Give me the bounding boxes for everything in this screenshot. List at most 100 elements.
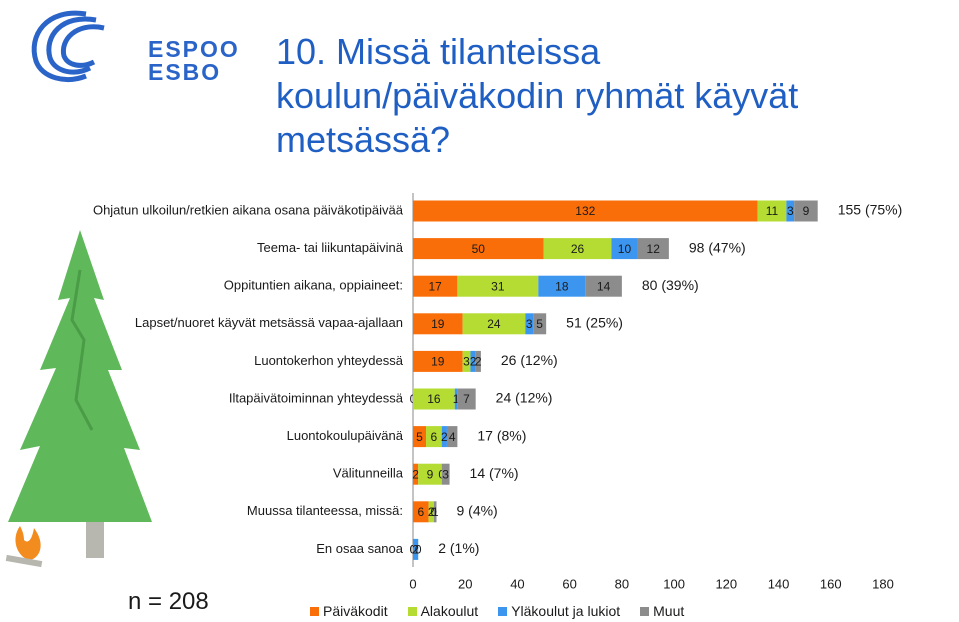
x-tick-label: 160	[820, 576, 842, 591]
legend-item-ylakoulut: Yläkoulut ja lukiot	[498, 603, 620, 619]
bar-segment	[454, 388, 458, 410]
data-label: 10	[618, 242, 632, 256]
espoo-logo: ESPOO ESBO	[26, 6, 238, 86]
category-label: Oppituntien aikana, oppiaineet:	[224, 278, 403, 293]
logo-text-espoo: ESPOO	[148, 36, 240, 62]
data-label: 2	[475, 355, 482, 369]
data-label: 9	[427, 467, 434, 481]
x-tick-label: 20	[458, 576, 472, 591]
data-label: 12	[647, 242, 661, 256]
bar-segment	[413, 200, 758, 222]
data-label: 17	[429, 279, 443, 293]
x-tick-label: 0	[409, 576, 416, 591]
category-label: Teema- tai liikuntapäivinä	[257, 240, 404, 255]
category-label: Muussa tilanteessa, missä:	[247, 503, 403, 518]
category-label: Lapset/nuoret käyvät metsässä vapaa-ajal…	[135, 315, 403, 330]
sample-size-label: n = 208	[128, 588, 209, 615]
x-tick-label: 80	[615, 576, 629, 591]
espoo-logo-swirl-icon	[31, 10, 105, 82]
bar-segment	[794, 200, 818, 222]
total-label: 26 (12%)	[501, 352, 558, 368]
data-label: 2	[412, 467, 419, 481]
category-label: Luontokoulupäivänä	[287, 428, 404, 443]
bar-segment	[538, 275, 586, 297]
bar-segment	[462, 350, 471, 372]
category-label: En osaa sanoa	[316, 541, 404, 556]
bar-segment	[413, 275, 458, 297]
bar-segment	[413, 426, 427, 448]
data-label: 2	[412, 543, 419, 557]
x-tick-label: 120	[715, 576, 737, 591]
category-label: Välitunneilla	[333, 466, 404, 481]
data-label: 3	[526, 317, 533, 331]
bar-segment	[446, 426, 458, 448]
bar-segment	[426, 426, 442, 448]
data-label: 2	[441, 430, 448, 444]
data-label: 19	[431, 317, 445, 331]
legend-swatch	[640, 606, 650, 616]
bar-segment	[413, 388, 455, 410]
bar-segment	[413, 313, 463, 335]
data-label: 3	[442, 467, 449, 481]
bar-segment	[757, 200, 787, 222]
data-label: 11	[766, 204, 779, 218]
data-label: 0	[415, 543, 422, 557]
bar-segment	[457, 275, 539, 297]
bar-segment	[413, 501, 429, 523]
legend-item-muut: Muut	[640, 603, 684, 619]
data-label: 31	[491, 279, 505, 293]
legend-swatch	[407, 606, 417, 616]
data-label: 7	[463, 392, 470, 406]
total-label: 17 (8%)	[477, 427, 526, 443]
data-label: 19	[431, 355, 445, 369]
total-label: 9 (4%)	[456, 503, 497, 519]
x-tick-label: 60	[562, 576, 576, 591]
legend-swatch	[310, 606, 319, 616]
title-line-3: metsässä?	[276, 119, 451, 160]
bar-segment	[786, 200, 795, 222]
total-label: 2 (1%)	[438, 540, 479, 556]
page-title: 10. Missä tilanteissa koulun/päiväkodin …	[276, 30, 916, 162]
bar-segment	[611, 238, 638, 260]
bar-segment	[470, 350, 476, 372]
data-label: 2	[470, 355, 477, 369]
total-label: 80 (39%)	[642, 277, 699, 293]
bar-segment	[413, 350, 463, 372]
logo-text-esbo: ESBO	[148, 59, 222, 85]
chart-legend: Päiväkodit Alakoulut Yläkoulut ja lukiot…	[310, 603, 684, 619]
bar-segment	[413, 238, 544, 260]
data-label: 5	[536, 317, 543, 331]
bar-segment	[475, 350, 481, 372]
bar-segment	[543, 238, 612, 260]
data-label: 6	[417, 505, 424, 519]
legend-item-alakoulut: Alakoulut	[407, 603, 479, 619]
bar-segment	[441, 463, 450, 485]
total-label: 155 (75%)	[838, 202, 903, 218]
bar-segment	[457, 388, 476, 410]
category-label: Iltapäivätoiminnan yhteydessä	[229, 390, 404, 405]
data-label: 16	[427, 392, 441, 406]
bar-segment	[428, 501, 434, 523]
legend-label: Alakoulut	[420, 603, 479, 619]
bar-segment	[413, 463, 419, 485]
legend-label: Yläkoulut ja lukiot	[511, 603, 621, 619]
legend-label: Päiväkodit	[323, 603, 388, 619]
data-label: 132	[575, 204, 595, 218]
bar-segment	[533, 313, 547, 335]
data-label: 3	[463, 355, 470, 369]
bar-segment	[413, 538, 419, 560]
data-label: 1	[453, 392, 460, 406]
campfire-icon	[5, 526, 43, 568]
category-label: Luontokerhon yhteydessä	[254, 353, 404, 368]
bar-segment	[637, 238, 669, 260]
data-label: 2	[428, 505, 435, 519]
bar-segment	[433, 501, 437, 523]
total-label: 98 (47%)	[689, 239, 746, 255]
tree-illustration	[5, 230, 152, 568]
x-tick-label: 180	[872, 576, 894, 591]
data-label: 6	[431, 430, 438, 444]
data-label: 14	[597, 279, 611, 293]
legend-label: Muut	[653, 603, 685, 619]
bar-segment	[441, 426, 447, 448]
bar-segment	[525, 313, 534, 335]
